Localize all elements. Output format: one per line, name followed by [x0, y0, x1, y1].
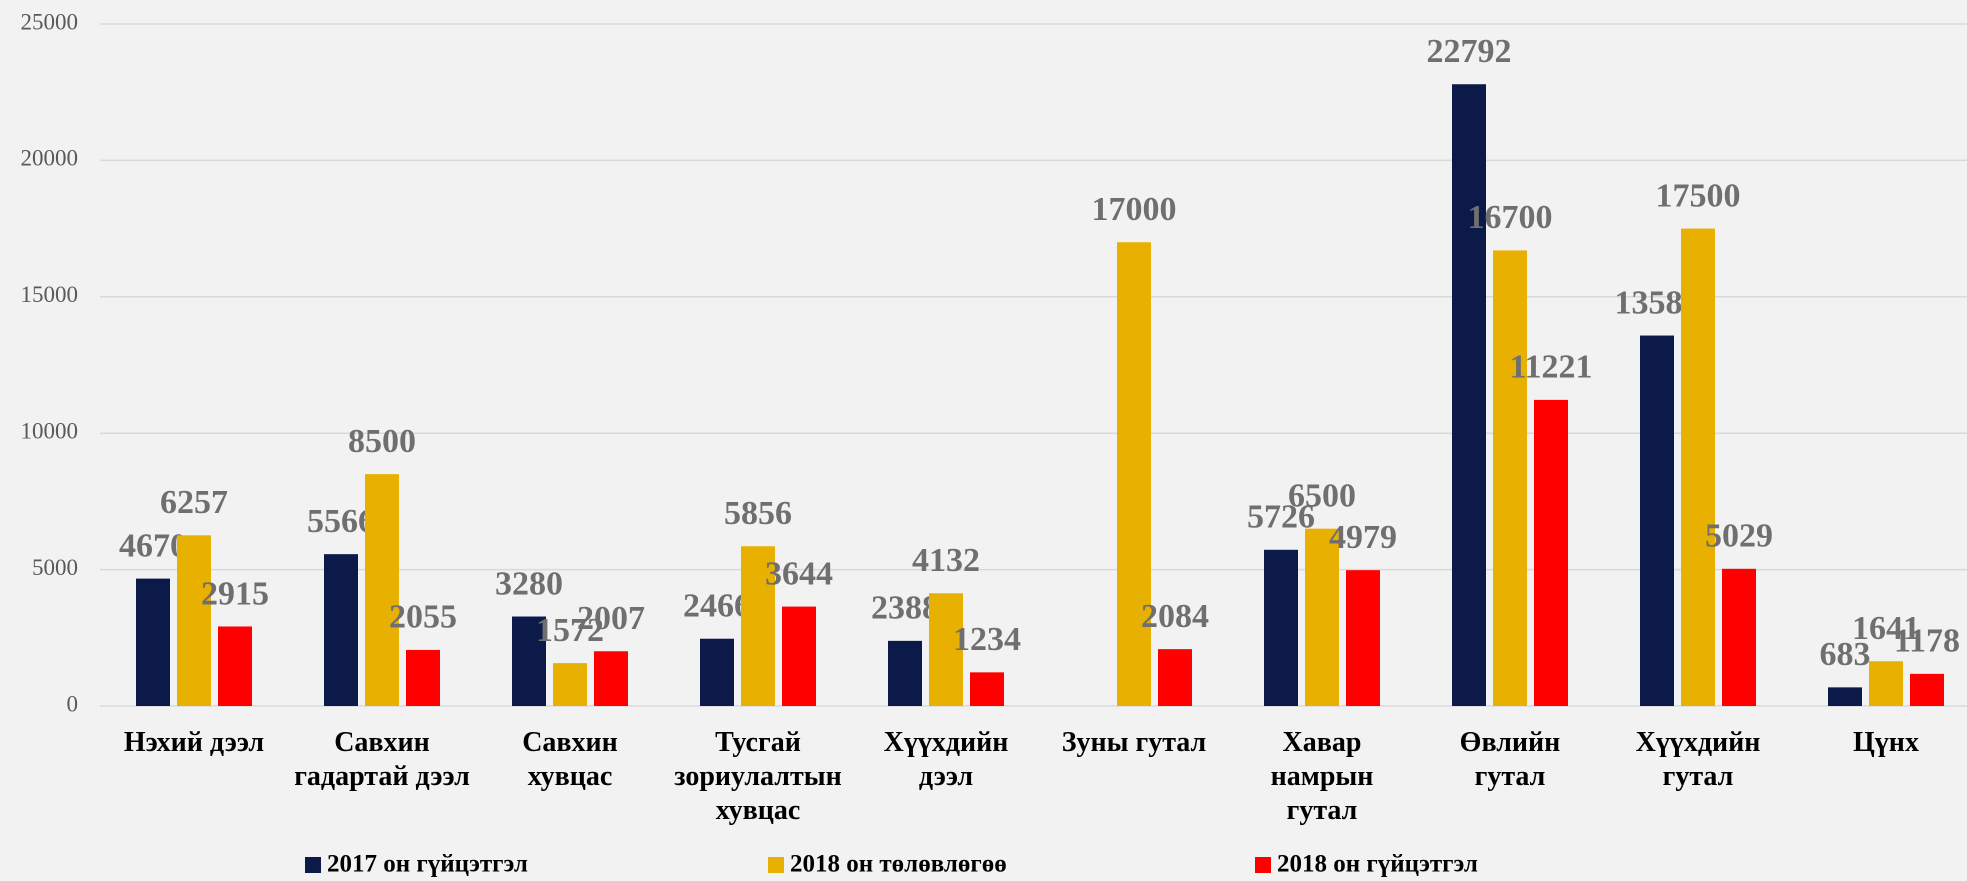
bar: [218, 626, 252, 706]
x-tick-label: Хавар намрын гутал: [1270, 727, 1374, 826]
y-tick-label: 20000: [21, 146, 79, 171]
data-label: 2007: [577, 600, 645, 637]
data-label: 4979: [1329, 519, 1397, 556]
bar: [1346, 570, 1380, 706]
bar: [1910, 673, 1944, 706]
bar: [594, 651, 628, 706]
bar: [1640, 335, 1674, 706]
x-tick-label: Савхин хувцас: [522, 727, 618, 792]
bar: [365, 474, 399, 706]
bar: [1158, 649, 1192, 706]
bar: [136, 578, 170, 706]
bar: [406, 649, 440, 706]
data-label: 4132: [912, 542, 980, 579]
bar: [1869, 661, 1903, 706]
bar: [1534, 399, 1568, 706]
data-label: 1234: [953, 621, 1021, 658]
legend-swatch: [768, 857, 784, 873]
bar: [741, 546, 775, 706]
x-tick-label: Тусгай зориулалтын хувцас: [674, 727, 842, 826]
x-tick-label: Цүнх: [1853, 727, 1919, 758]
data-label: 1572: [536, 612, 604, 649]
data-label: 22792: [1427, 33, 1512, 70]
bar: [700, 638, 734, 706]
bar: [888, 640, 922, 706]
legend-label: 2018 он гүйцэтгэл: [1277, 851, 1478, 878]
data-label: 6257: [160, 484, 228, 521]
bar: [1493, 250, 1527, 706]
data-label: 2915: [201, 575, 269, 612]
bar: [1828, 687, 1862, 706]
x-tick-label: Хүүхдийн гутал: [1635, 727, 1761, 792]
data-label: 2084: [1141, 598, 1209, 635]
x-tick-label: Хүүхдийн дээл: [883, 727, 1009, 792]
data-label: 5029: [1705, 518, 1773, 555]
data-label: 11221: [1509, 349, 1592, 386]
data-label: 3644: [765, 555, 833, 592]
data-label: 16700: [1468, 199, 1553, 236]
bar: [1117, 242, 1151, 707]
data-label: 17000: [1092, 191, 1177, 228]
legend-swatch: [305, 857, 321, 873]
y-tick-label: 0: [67, 691, 79, 716]
data-label: 17500: [1656, 177, 1741, 214]
data-label: 6500: [1288, 477, 1356, 514]
x-tick-label: Өвлийн гутал: [1459, 727, 1561, 792]
bar: [1264, 549, 1298, 706]
bar: [324, 554, 358, 706]
bar: [1681, 228, 1715, 706]
data-label: 2055: [389, 599, 457, 636]
x-tick-label: Нэхий дээл: [123, 727, 265, 758]
data-label: 8500: [348, 423, 416, 460]
bar: [1722, 568, 1756, 706]
data-label: 2466: [683, 588, 751, 625]
data-label: 5726: [1247, 499, 1315, 536]
legend-swatch: [1255, 857, 1271, 873]
y-tick-label: 15000: [21, 282, 79, 307]
bar: [929, 593, 963, 706]
x-tick-label: Савхин гадартай дээл: [294, 727, 470, 792]
y-tick-label: 25000: [21, 9, 79, 34]
bar: [1452, 84, 1486, 706]
bar: [512, 616, 546, 706]
data-label: 683: [1820, 636, 1871, 673]
y-tick-label: 5000: [32, 555, 78, 580]
x-tick-label: Зуны гутал: [1061, 727, 1207, 758]
data-label: 5856: [724, 495, 792, 532]
bar: [970, 672, 1004, 706]
legend-label: 2017 он гүйцэтгэл: [327, 851, 528, 878]
data-label: 4670: [119, 527, 187, 564]
bar: [553, 663, 587, 706]
bar: [782, 606, 816, 706]
bar: [177, 535, 211, 706]
data-label: 3280: [495, 565, 563, 602]
bar: [1305, 528, 1339, 706]
data-label: 1178: [1894, 623, 1960, 660]
data-label: 2388: [871, 590, 939, 627]
y-tick-label: 10000: [21, 418, 79, 443]
legend-label: 2018 он төлөвлөгөө: [790, 851, 1007, 878]
data-label: 1641: [1852, 610, 1920, 647]
data-label: 5566: [307, 503, 375, 540]
